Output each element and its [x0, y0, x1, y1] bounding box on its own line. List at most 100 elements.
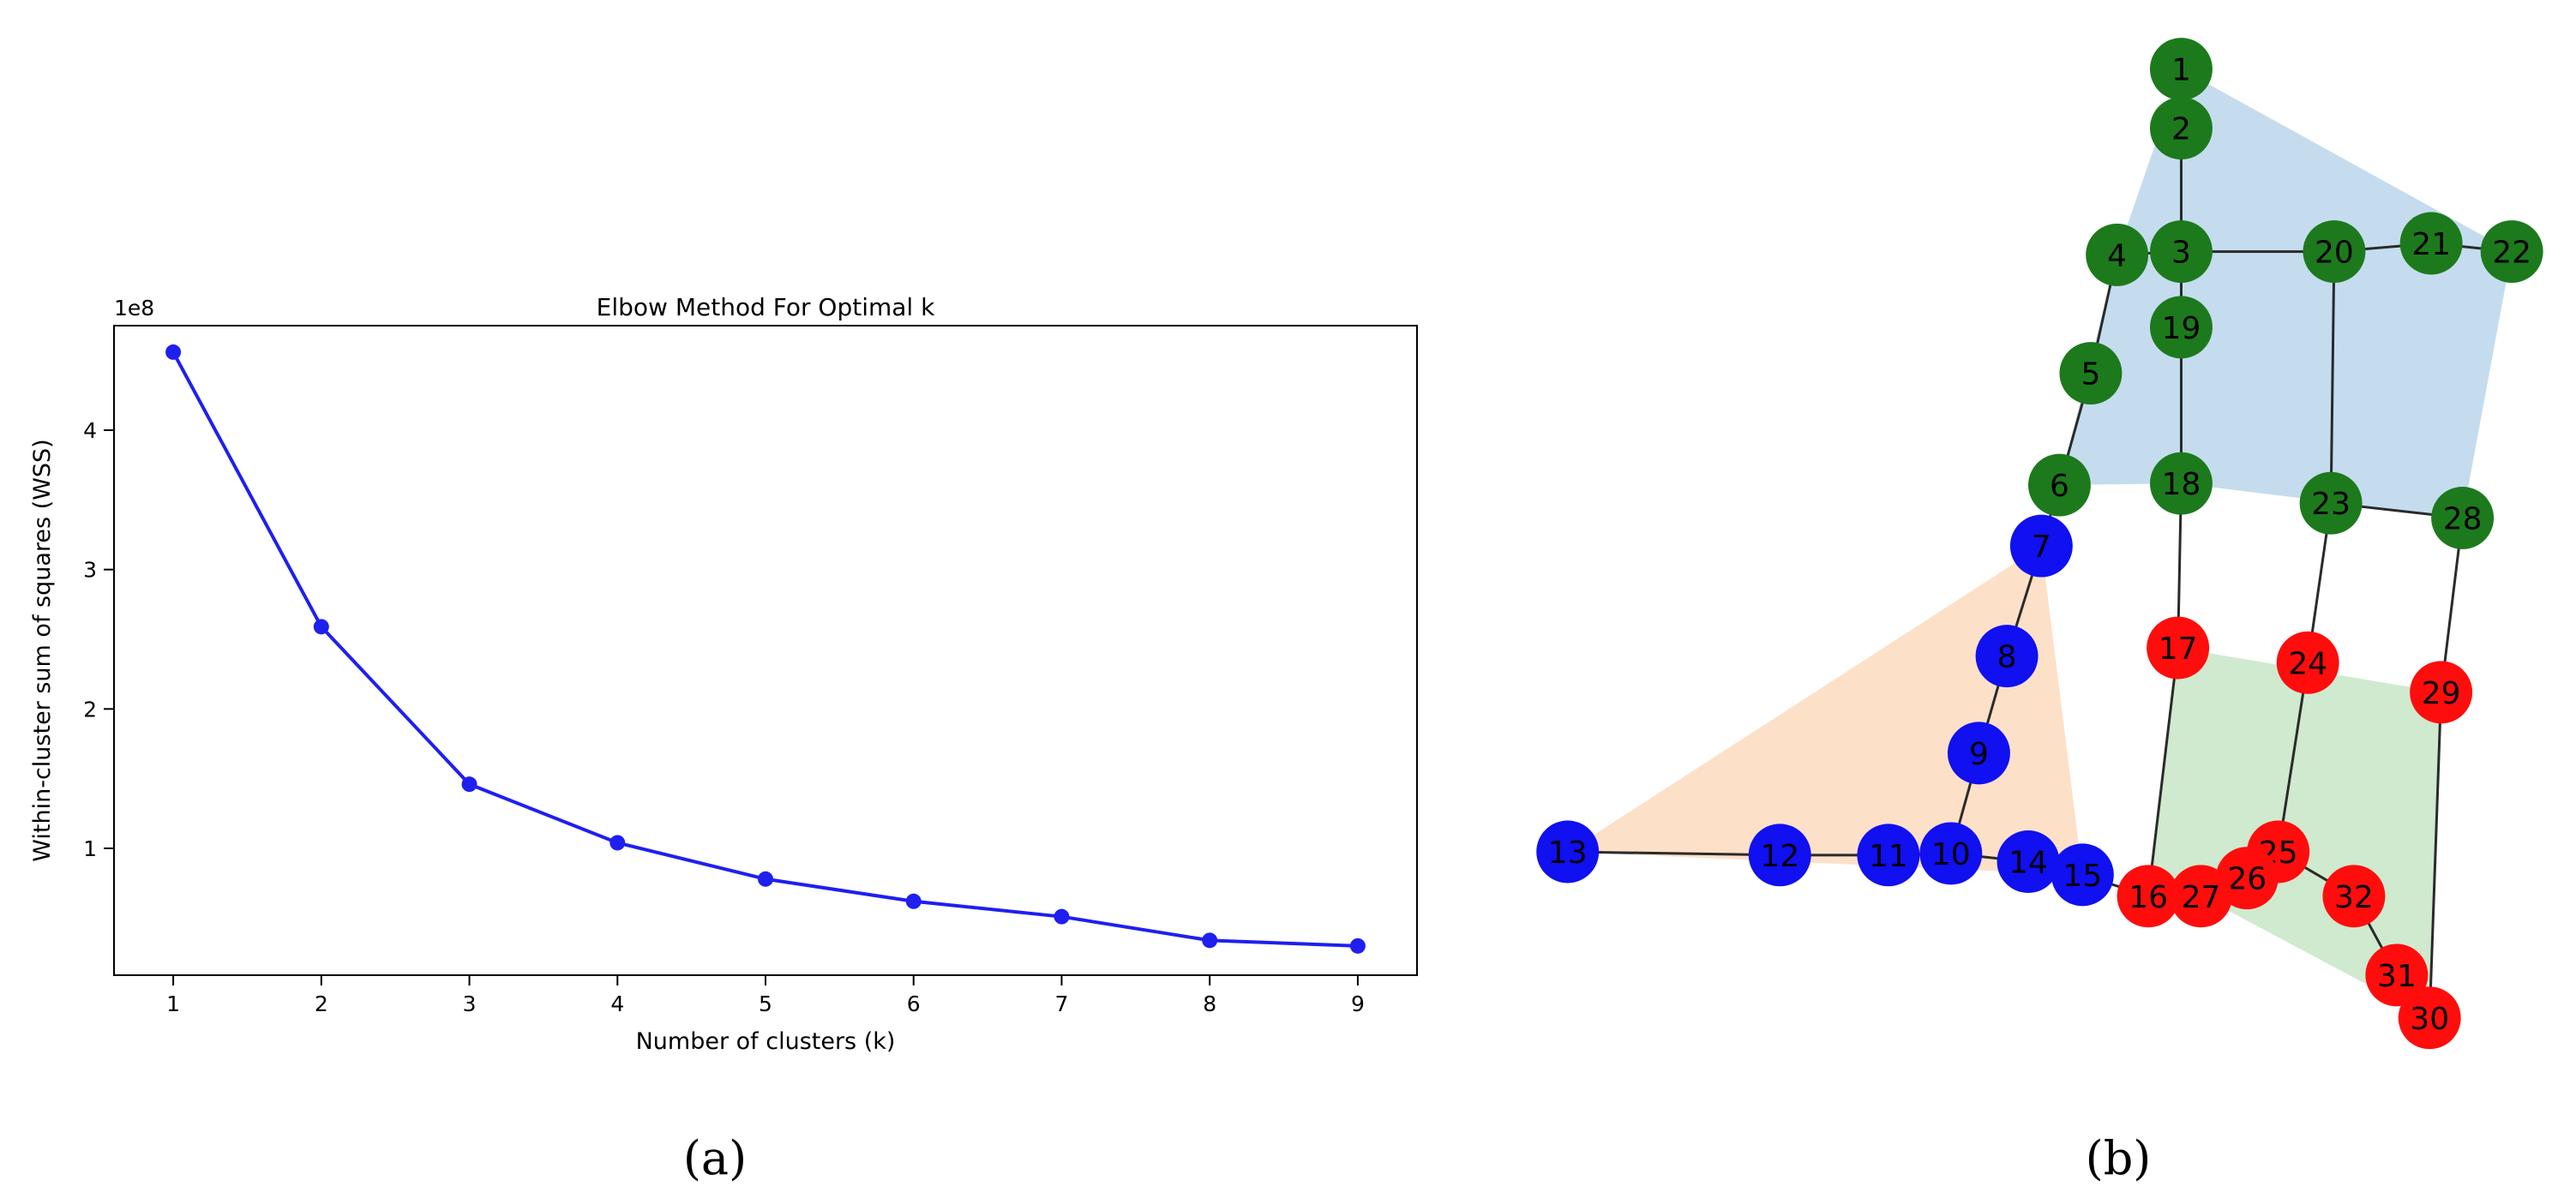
chart-title: Elbow Method For Optimal k: [597, 293, 935, 321]
graph-node: 29: [2410, 661, 2473, 724]
x-axis-ticks: 1 2 3 4 5 6 7 8 9: [166, 975, 1365, 1016]
cluster-regions: [1567, 69, 2513, 1018]
graph-node: 15: [2051, 843, 2114, 907]
node-label: 30: [2410, 1002, 2449, 1037]
graph-node: 5: [2059, 342, 2123, 405]
x-tick-label: 2: [315, 991, 328, 1016]
graph-node: 4: [2086, 223, 2149, 286]
graph-node: 32: [2322, 865, 2386, 928]
data-point: [609, 835, 626, 851]
node-circle: [2051, 843, 2114, 907]
node-label: 29: [2422, 676, 2461, 711]
node-label: 5: [2081, 357, 2100, 392]
node-label: 6: [2050, 469, 2069, 504]
data-point: [313, 619, 329, 635]
node-circle: [2365, 943, 2429, 1007]
data-point: [1349, 937, 1366, 954]
cluster-region-blue-region: [2059, 69, 2513, 518]
node-label: 20: [2315, 236, 2354, 271]
graph-node: 27: [2170, 865, 2232, 928]
node-label: 21: [2411, 227, 2451, 262]
x-tick-label: 3: [463, 991, 477, 1016]
node-circle: [2117, 865, 2180, 928]
node-label: 27: [2182, 880, 2221, 915]
graph-node: 31: [2365, 943, 2429, 1007]
node-label: 12: [1760, 839, 1799, 874]
elbow-chart: Elbow Method For Optimal k 1e8 Within-cl…: [29, 293, 1418, 1185]
graph-node: 8: [1975, 625, 2039, 688]
x-axis-label: Number of clusters (k): [636, 1028, 896, 1055]
graph-node: 30: [2398, 986, 2461, 1050]
y-axis-offset-label: 1e8: [114, 296, 154, 320]
node-label: 13: [1548, 836, 1588, 871]
node-label: 1: [2171, 53, 2191, 88]
graph-node: 2: [2150, 97, 2213, 160]
graph-node: 21: [2399, 212, 2463, 275]
data-point: [758, 871, 773, 887]
node-label: 11: [1869, 839, 1908, 874]
graph-edge: [2147, 647, 2180, 896]
graph-node: 10: [1919, 822, 1983, 885]
node-circle: [2410, 661, 2473, 724]
node-label: 32: [2334, 880, 2374, 915]
node-circle: [1748, 824, 1811, 887]
x-tick-label: 6: [907, 991, 921, 1016]
graph-node: 19: [2150, 296, 2213, 359]
node-circle: [1947, 722, 2010, 785]
node-circle: [2480, 220, 2543, 284]
y-tick-label: 4: [83, 418, 97, 443]
graph-node: 20: [2303, 220, 2366, 284]
node-label: 15: [2063, 859, 2102, 894]
series-line: [165, 344, 1366, 954]
node-circle: [2399, 212, 2463, 275]
series-line-path: [171, 350, 1358, 948]
graph-edge: [2428, 692, 2443, 1018]
node-label: 22: [2492, 236, 2531, 271]
y-axis-ticks: 1 2 3 4: [83, 418, 114, 861]
graph-node: 17: [2147, 616, 2210, 680]
node-circle: [2009, 514, 2073, 578]
node-label: 10: [1931, 837, 1971, 872]
node-label: 19: [2162, 311, 2201, 346]
node-circle: [2431, 486, 2495, 549]
graph-node: 24: [2276, 631, 2339, 694]
node-label: 3: [2171, 236, 2191, 271]
node-label: 4: [2107, 238, 2127, 273]
x-tick-label: 7: [1055, 991, 1069, 1016]
graph-node: 22: [2480, 220, 2543, 284]
node-circle: [2059, 342, 2123, 405]
node-circle: [2150, 97, 2213, 160]
node-label: 24: [2288, 646, 2327, 681]
node-circle: [2322, 865, 2386, 928]
node-label: 26: [2227, 862, 2267, 897]
data-point: [165, 344, 182, 360]
node-label: 14: [2009, 846, 2048, 881]
x-tick-label: 9: [1351, 991, 1365, 1016]
graph-node: 16: [2117, 865, 2180, 928]
data-point: [1202, 932, 1218, 949]
node-circle: [2150, 220, 2213, 284]
node-circle: [2150, 452, 2213, 515]
graph-node: 13: [1536, 820, 1600, 884]
node-circle: [2398, 986, 2461, 1050]
node-label: 16: [2129, 880, 2168, 915]
node-label: 17: [2159, 632, 2198, 667]
graph-edge: [2329, 251, 2336, 504]
x-tick-label: 1: [166, 991, 180, 1016]
data-point: [1054, 908, 1070, 925]
graph-edge: [2277, 662, 2309, 853]
node-circle: [2276, 631, 2339, 694]
graph-node: 28: [2431, 486, 2495, 549]
graph-node: 14: [1997, 830, 2060, 893]
node-circle: [2299, 471, 2363, 535]
node-circle: [2170, 865, 2232, 928]
graph-node: 7: [2009, 514, 2073, 578]
node-circle: [2086, 223, 2149, 286]
node-circle: [2028, 453, 2091, 517]
graph-node: 3: [2150, 220, 2213, 284]
node-label: 2: [2171, 112, 2191, 147]
node-circle: [1536, 820, 1600, 884]
